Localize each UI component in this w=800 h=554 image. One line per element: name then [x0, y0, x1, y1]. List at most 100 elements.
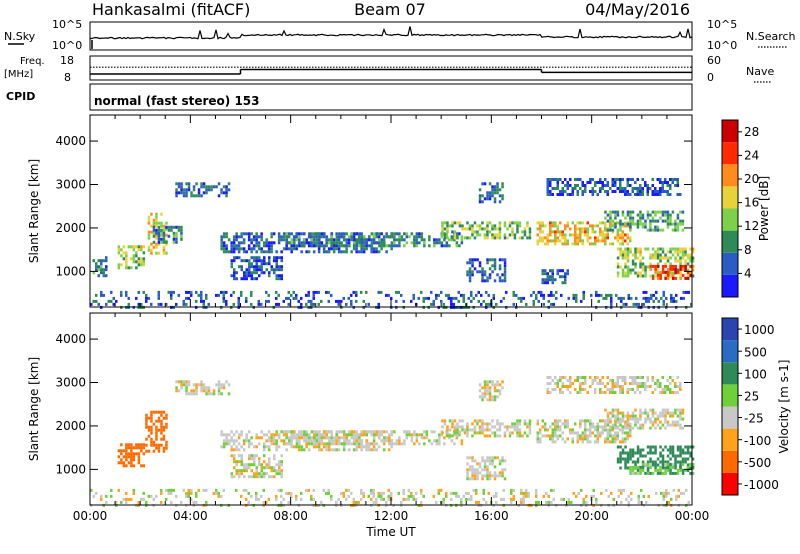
velocity-echo-cell — [483, 395, 487, 399]
power-echo-cell — [220, 188, 223, 192]
velocity-echo-cell — [195, 500, 198, 504]
power-echo-cell — [405, 235, 409, 239]
velocity-echo-cell — [671, 451, 675, 455]
power-echo-cell — [690, 302, 693, 306]
velocity-echo-cell — [491, 462, 494, 466]
velocity-echo-cell — [634, 414, 637, 418]
velocity-echo-cell — [387, 497, 390, 501]
power-echo-cell — [629, 239, 632, 243]
velocity-echo-cell — [380, 430, 384, 434]
power-echo-cell — [691, 247, 695, 251]
power-echo-cell — [609, 213, 612, 217]
velocity-echo-cell — [476, 422, 479, 426]
power-echo-cell — [486, 236, 489, 240]
power-echo-cell — [418, 235, 421, 239]
power-echo-cell — [551, 187, 554, 190]
power-echo-cell — [110, 290, 113, 294]
velocity-echo-cell — [273, 454, 276, 458]
velocity-echo-cell — [691, 445, 695, 449]
power-echo-cell — [177, 185, 181, 189]
power-echo-cell — [243, 274, 246, 278]
velocity-echo-cell — [486, 468, 489, 472]
power-echo-cell — [240, 247, 243, 251]
power-echo-cell — [175, 191, 178, 195]
velocity-echo-cell — [312, 433, 316, 437]
velocity-echo-cell — [691, 466, 695, 470]
velocity-echo-band — [546, 376, 682, 394]
velocity-echo-cell — [135, 452, 138, 456]
velocity-echo-cell — [636, 420, 640, 424]
velocity-echo-cell — [546, 382, 549, 385]
power-echo-cell — [97, 259, 100, 263]
velocity-echo-cell — [624, 426, 627, 430]
velocity-echo-cell — [637, 500, 640, 504]
power-echo-cell — [506, 236, 509, 240]
power-echo-cell — [225, 244, 228, 248]
power-echo-cell — [180, 188, 183, 192]
velocity-echo-cell — [483, 465, 487, 469]
velocity-echo-cell — [130, 449, 133, 453]
velocity-echo-cell — [630, 497, 633, 501]
power-echo-cell — [227, 182, 231, 186]
power-echo-cell — [258, 256, 261, 260]
velocity-echo-cell — [270, 469, 273, 473]
power-echo-cell — [478, 264, 482, 268]
velocity-echo-cell — [508, 434, 512, 438]
power-echo-cell — [222, 241, 226, 245]
power-echo-cell — [532, 290, 535, 294]
power-echo-cell — [137, 263, 141, 267]
power-echo-cell — [666, 276, 670, 280]
power-echo-cell — [215, 185, 218, 189]
power-echo-cell — [686, 270, 690, 274]
velocity-echo-cell — [461, 425, 464, 429]
power-echo-cell — [606, 184, 609, 187]
power-echo-cell — [95, 265, 98, 269]
power-echo-cell — [257, 247, 261, 251]
power-echo-cell — [654, 274, 657, 278]
velocity-echo-cell — [659, 454, 662, 458]
power-echo-cell — [544, 242, 547, 246]
velocity-echo-cell — [135, 446, 138, 450]
power-echo-cell — [624, 222, 627, 226]
velocity-echo-cell — [656, 382, 659, 385]
power-echo-cell — [481, 194, 484, 198]
velocity-echo-cell — [599, 382, 602, 385]
velocity-echo-cell — [473, 428, 477, 432]
power-echo-cell — [162, 231, 166, 235]
velocity-echo-cell — [245, 436, 248, 440]
power-echo-cell — [666, 193, 669, 196]
velocity-echo-cell — [352, 448, 356, 452]
power-echo-cell — [222, 247, 226, 251]
velocity-echo-cell — [646, 445, 650, 449]
velocity-echo-cell — [566, 437, 569, 441]
velocity-echo-cell — [569, 382, 572, 385]
velocity-echo-cell — [152, 449, 156, 453]
velocity-echo-cell — [227, 439, 231, 443]
power-echo-cell — [620, 299, 623, 303]
velocity-echo-cell — [545, 491, 548, 495]
power-echo-cell — [330, 293, 333, 297]
power-echo-cell — [342, 250, 346, 254]
velocity-echo-cell — [501, 456, 504, 460]
velocity-echo-cell — [287, 491, 290, 495]
power-echo-cell — [472, 296, 475, 300]
velocity-echo-cell — [611, 382, 614, 385]
velocity-echo-cell — [290, 439, 294, 443]
power-echo-cell — [554, 224, 557, 228]
power-echo-cell — [689, 273, 692, 277]
power-echo-cell — [564, 227, 567, 231]
velocity-echo-cell — [363, 430, 366, 434]
velocity-echo-cell — [679, 382, 682, 385]
velocity-echo-cell — [265, 463, 268, 467]
velocity-echo-cell — [661, 460, 665, 464]
velocity-echo-cell — [352, 500, 355, 504]
power-echo-cell — [222, 293, 225, 297]
power-echo-cell — [691, 259, 695, 263]
velocity-echo-cell — [192, 392, 196, 396]
velocity-echo-cell — [238, 475, 241, 479]
velocity-echo-cell — [390, 445, 393, 449]
power-echo-cell — [443, 244, 446, 248]
velocity-echo-cell — [659, 471, 662, 475]
power-echo-cell — [679, 267, 682, 271]
